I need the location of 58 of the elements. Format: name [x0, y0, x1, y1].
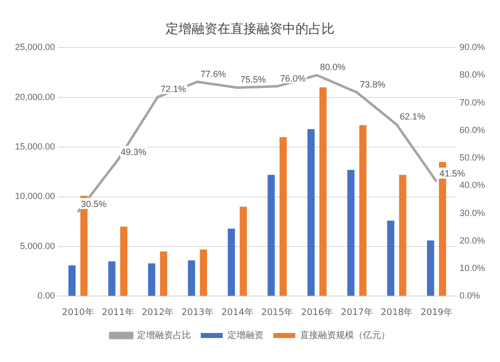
bar	[280, 137, 287, 296]
bar	[228, 228, 235, 296]
y2-tick-label: 40.0%	[459, 180, 486, 190]
bar	[188, 260, 196, 296]
x-tick-label: 2016年	[301, 306, 333, 318]
y-tick-label: 10,000.00	[14, 191, 56, 202]
y2-tick-label: 50.0%	[459, 152, 486, 163]
bar	[120, 226, 128, 296]
x-tick-label: 2011年	[102, 306, 134, 318]
y2-tick-label: 0.0%	[459, 290, 480, 301]
bar	[347, 170, 354, 296]
y-tick-label: 5,000.00	[20, 240, 56, 251]
x-tick-label: 2014年	[221, 306, 254, 318]
bar	[160, 251, 168, 296]
y2-tick-label: 10.0%	[459, 263, 486, 274]
x-tick-label: 2018年	[380, 306, 413, 318]
data-label: 76.0%	[280, 73, 306, 84]
y2-tick-label: 60.0%	[459, 124, 486, 135]
x-tick-label: 2012年	[142, 306, 174, 318]
y2-tick-label: 90.0%	[459, 42, 486, 52]
x-tick-label: 2013年	[182, 306, 214, 318]
data-label: 30.5%	[80, 198, 106, 209]
bar	[240, 206, 247, 296]
data-label: 72.1%	[160, 84, 186, 94]
bar	[200, 249, 208, 296]
data-label: 62.1%	[400, 112, 426, 122]
data-label: 77.6%	[200, 68, 226, 79]
y2-tick-label: 30.0%	[459, 208, 486, 218]
y2-tick-label: 80.0%	[459, 70, 486, 80]
x-tick-label: 2010年	[62, 306, 94, 318]
data-label: 80.0%	[320, 62, 346, 72]
y-tick-label: 15,000.00	[14, 142, 56, 152]
bar	[319, 87, 327, 296]
bar	[359, 125, 366, 296]
x-tick-label: 2017年	[340, 306, 373, 318]
data-label: 41.5%	[440, 168, 466, 179]
legend-label: 定增融资	[227, 330, 264, 341]
y-tick-label: 25,000.00	[14, 42, 56, 52]
data-label: 73.8%	[360, 79, 386, 90]
legend-label: 定增融资占比	[136, 330, 191, 341]
x-tick-label: 2019年	[420, 306, 453, 318]
legend-label: 直接融资规模（亿元）	[300, 330, 390, 341]
data-label: 75.5%	[240, 74, 266, 85]
bar	[399, 174, 406, 296]
bar	[68, 265, 76, 296]
x-tick-label: 2015年	[261, 306, 294, 318]
y-tick-label: 20,000.00	[14, 92, 56, 102]
bar	[148, 263, 156, 296]
bar	[426, 240, 434, 296]
y2-tick-label: 20.0%	[459, 235, 486, 246]
bar	[108, 261, 116, 296]
bar	[307, 129, 315, 296]
bar	[268, 174, 275, 296]
data-label: 49.3%	[120, 147, 146, 158]
bar	[387, 220, 394, 296]
y-tick-label: 0.00	[38, 290, 56, 301]
chart-title: 定增融资在直接融资中的占比	[166, 22, 334, 38]
y2-tick-label: 70.0%	[459, 97, 486, 108]
